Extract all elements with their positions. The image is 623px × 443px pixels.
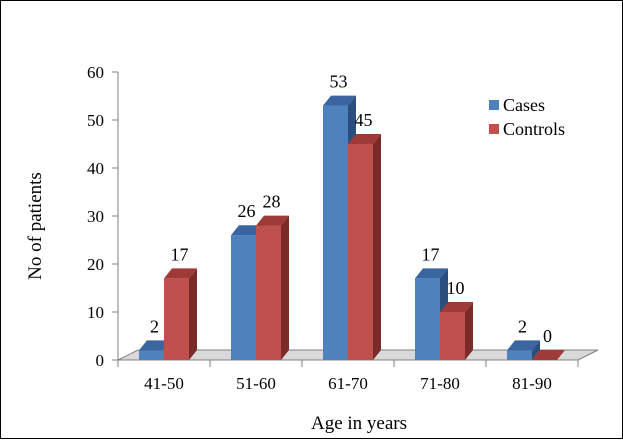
- bar-top: [507, 340, 540, 351]
- bar-top: [415, 268, 448, 279]
- legend-label: Cases: [503, 95, 545, 115]
- bar: [164, 268, 197, 360]
- bar-top: [323, 95, 356, 106]
- bar: [532, 350, 565, 360]
- bar: [507, 340, 540, 360]
- legend-swatch: [489, 124, 499, 134]
- bar-top: [348, 134, 381, 144]
- data-label: 10: [447, 278, 465, 298]
- x-tick-label: 51-60: [236, 374, 276, 393]
- x-tick-label: 81-90: [512, 374, 552, 393]
- data-label: 28: [263, 192, 281, 212]
- bar-front: [348, 144, 373, 360]
- bar-top: [532, 350, 565, 360]
- bar-side: [465, 302, 473, 360]
- bar: [348, 134, 381, 360]
- x-tick-label: 61-70: [328, 374, 368, 393]
- bar-top: [139, 340, 172, 351]
- bar-top: [164, 268, 197, 279]
- bar-front: [164, 278, 189, 360]
- bar-side: [532, 340, 540, 360]
- y-tick-label: 20: [87, 255, 104, 274]
- bar: [256, 215, 289, 360]
- bar-top: [440, 302, 473, 312]
- x-axis-label: Age in years: [311, 413, 407, 434]
- bar-front: [440, 312, 465, 360]
- bar-side: [373, 134, 381, 360]
- data-label: 0: [543, 326, 552, 346]
- data-label: 2: [518, 316, 527, 336]
- bar-top: [256, 215, 289, 226]
- data-label: 17: [171, 244, 189, 264]
- data-label: 53: [330, 72, 348, 92]
- y-tick-label: 60: [87, 63, 104, 82]
- x-tick-label: 71-80: [420, 374, 460, 393]
- bar-top: [231, 225, 264, 236]
- legend-swatch: [489, 100, 499, 110]
- bar-front: [256, 225, 281, 360]
- y-tick-label: 50: [87, 111, 104, 130]
- bar-front: [139, 350, 164, 360]
- data-label: 2: [150, 316, 159, 336]
- y-tick-label: 10: [87, 303, 104, 322]
- legend: Cases Controls: [489, 95, 565, 139]
- bar-front: [415, 278, 440, 360]
- y-tick-label: 30: [87, 207, 104, 226]
- data-label: 26: [238, 201, 256, 221]
- bar-front: [323, 105, 348, 360]
- data-label: 17: [422, 244, 440, 264]
- data-label: 45: [355, 110, 373, 130]
- legend-label: Controls: [503, 119, 565, 139]
- y-axis-label: No of patients: [25, 172, 46, 280]
- y-tick-label: 0: [96, 351, 105, 370]
- y-tick-label: 40: [87, 159, 104, 178]
- x-tick-label: 41-50: [144, 374, 184, 393]
- bar-side: [189, 268, 197, 360]
- bar-front: [231, 235, 256, 360]
- bar: [440, 302, 473, 360]
- bar-side: [281, 215, 289, 360]
- bar-front: [507, 350, 532, 360]
